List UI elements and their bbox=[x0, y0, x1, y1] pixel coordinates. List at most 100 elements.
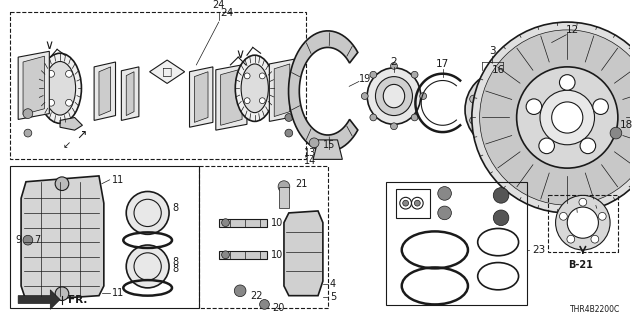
Text: □: □ bbox=[162, 67, 172, 77]
Text: 8: 8 bbox=[172, 257, 178, 267]
Circle shape bbox=[579, 198, 587, 206]
Circle shape bbox=[309, 138, 319, 148]
Circle shape bbox=[559, 75, 575, 90]
Text: 14: 14 bbox=[304, 156, 316, 166]
Circle shape bbox=[483, 133, 490, 140]
Polygon shape bbox=[18, 290, 60, 309]
Text: 24: 24 bbox=[221, 8, 234, 18]
Circle shape bbox=[483, 79, 490, 87]
Circle shape bbox=[244, 98, 250, 104]
Text: 15: 15 bbox=[323, 140, 335, 150]
Ellipse shape bbox=[465, 72, 537, 148]
Circle shape bbox=[260, 300, 269, 309]
Circle shape bbox=[370, 71, 377, 78]
Polygon shape bbox=[219, 219, 268, 227]
Circle shape bbox=[559, 212, 567, 220]
Circle shape bbox=[520, 86, 527, 93]
Text: 23: 23 bbox=[532, 245, 545, 255]
Circle shape bbox=[362, 93, 368, 100]
Text: FR.: FR. bbox=[68, 294, 87, 305]
Text: 11: 11 bbox=[111, 288, 124, 298]
Ellipse shape bbox=[473, 80, 529, 140]
Polygon shape bbox=[126, 72, 134, 116]
Text: 24: 24 bbox=[212, 0, 225, 11]
Polygon shape bbox=[21, 176, 104, 300]
Circle shape bbox=[472, 22, 640, 213]
Circle shape bbox=[390, 123, 397, 130]
Text: 22: 22 bbox=[250, 291, 262, 301]
Polygon shape bbox=[60, 117, 83, 130]
Text: 10: 10 bbox=[271, 250, 284, 260]
Polygon shape bbox=[313, 140, 342, 159]
Ellipse shape bbox=[490, 98, 512, 121]
Text: 2: 2 bbox=[390, 57, 397, 67]
Ellipse shape bbox=[44, 61, 76, 115]
Circle shape bbox=[412, 114, 418, 121]
Circle shape bbox=[470, 95, 477, 103]
Text: 13: 13 bbox=[304, 148, 316, 157]
Polygon shape bbox=[189, 67, 213, 127]
Polygon shape bbox=[23, 56, 44, 115]
Circle shape bbox=[259, 98, 265, 104]
Circle shape bbox=[591, 235, 599, 243]
Circle shape bbox=[65, 99, 72, 106]
Polygon shape bbox=[221, 69, 242, 125]
Polygon shape bbox=[150, 60, 185, 84]
Circle shape bbox=[502, 137, 510, 144]
Polygon shape bbox=[279, 187, 289, 208]
Circle shape bbox=[126, 245, 169, 288]
Circle shape bbox=[520, 126, 527, 134]
Circle shape bbox=[552, 102, 583, 133]
Circle shape bbox=[567, 207, 598, 238]
Text: THR4B2200C: THR4B2200C bbox=[570, 305, 620, 314]
Polygon shape bbox=[195, 72, 208, 122]
Text: ∨: ∨ bbox=[236, 48, 244, 61]
Circle shape bbox=[278, 181, 290, 192]
Circle shape bbox=[390, 62, 397, 69]
Circle shape bbox=[526, 99, 541, 115]
Circle shape bbox=[126, 191, 169, 234]
Ellipse shape bbox=[241, 64, 268, 113]
Polygon shape bbox=[122, 67, 139, 120]
Text: 7: 7 bbox=[34, 235, 40, 245]
Circle shape bbox=[420, 93, 427, 100]
Ellipse shape bbox=[367, 68, 420, 124]
Polygon shape bbox=[274, 64, 290, 116]
Circle shape bbox=[23, 109, 33, 118]
Text: 10: 10 bbox=[271, 218, 284, 228]
Polygon shape bbox=[216, 64, 247, 130]
Circle shape bbox=[438, 187, 451, 200]
Text: ↗: ↗ bbox=[76, 129, 86, 141]
Circle shape bbox=[403, 200, 408, 206]
Text: 18: 18 bbox=[620, 120, 633, 130]
Text: 19: 19 bbox=[359, 74, 371, 84]
Circle shape bbox=[567, 235, 575, 243]
Circle shape bbox=[285, 129, 292, 137]
Polygon shape bbox=[99, 67, 111, 116]
Circle shape bbox=[593, 99, 609, 115]
Text: 11: 11 bbox=[111, 175, 124, 185]
Ellipse shape bbox=[376, 76, 412, 116]
Text: ∨: ∨ bbox=[45, 39, 54, 52]
Circle shape bbox=[244, 73, 250, 79]
Text: 17: 17 bbox=[436, 59, 449, 69]
Text: 8: 8 bbox=[172, 203, 178, 213]
Circle shape bbox=[539, 138, 554, 154]
Circle shape bbox=[24, 129, 32, 137]
Circle shape bbox=[412, 71, 418, 78]
Text: 8: 8 bbox=[172, 264, 178, 274]
Polygon shape bbox=[284, 211, 323, 296]
Circle shape bbox=[580, 138, 596, 154]
Text: 5: 5 bbox=[330, 292, 336, 302]
Circle shape bbox=[55, 287, 68, 300]
Circle shape bbox=[598, 212, 606, 220]
Ellipse shape bbox=[236, 55, 274, 121]
Circle shape bbox=[259, 73, 265, 79]
Circle shape bbox=[415, 200, 420, 206]
Text: 3: 3 bbox=[489, 46, 495, 56]
Text: B-21: B-21 bbox=[568, 260, 593, 270]
Text: 9: 9 bbox=[15, 235, 21, 245]
Circle shape bbox=[502, 75, 510, 83]
Polygon shape bbox=[289, 31, 358, 152]
Text: 21: 21 bbox=[296, 179, 308, 189]
